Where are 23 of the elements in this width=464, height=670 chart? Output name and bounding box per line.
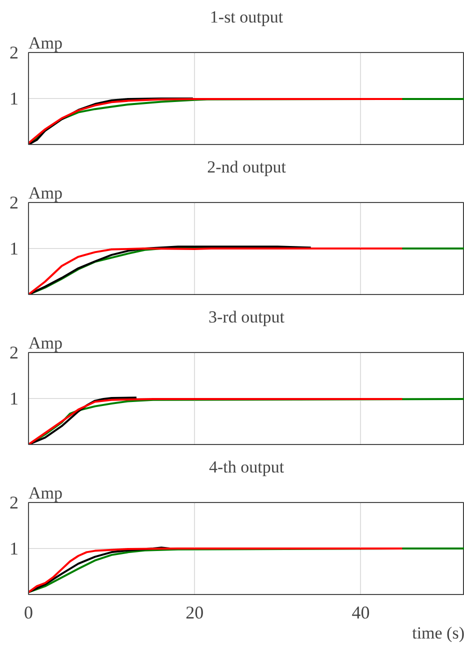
x-axis-title: time (s) — [412, 624, 464, 642]
y-axis-title: Amp — [28, 334, 62, 352]
y-tick-label: 1 — [10, 238, 18, 258]
y-tick-label: 2 — [10, 342, 18, 362]
y-axis-title: Amp — [28, 484, 62, 502]
chart-title: 2-nd output — [207, 158, 286, 176]
chart-title: 4-th output — [208, 458, 284, 476]
x-tick-label: 20 — [186, 602, 204, 622]
y-tick-label: 1 — [10, 88, 18, 108]
x-tick-label: 40 — [352, 602, 370, 622]
chart-title: 3-rd output — [208, 308, 285, 326]
y-axis-title: Amp — [28, 184, 62, 202]
x-tick-label: 0 — [24, 602, 33, 622]
y-tick-label: 2 — [10, 492, 18, 512]
y-tick-label: 2 — [10, 42, 18, 62]
y-tick-label: 1 — [10, 388, 18, 408]
y-axis-title: Amp — [28, 34, 62, 52]
chart-title: 1-st output — [210, 8, 284, 26]
line-series — [28, 246, 312, 294]
y-tick-label: 1 — [10, 538, 18, 558]
line-series — [28, 98, 194, 144]
y-tick-label: 2 — [10, 192, 18, 212]
line-series — [28, 396, 138, 444]
